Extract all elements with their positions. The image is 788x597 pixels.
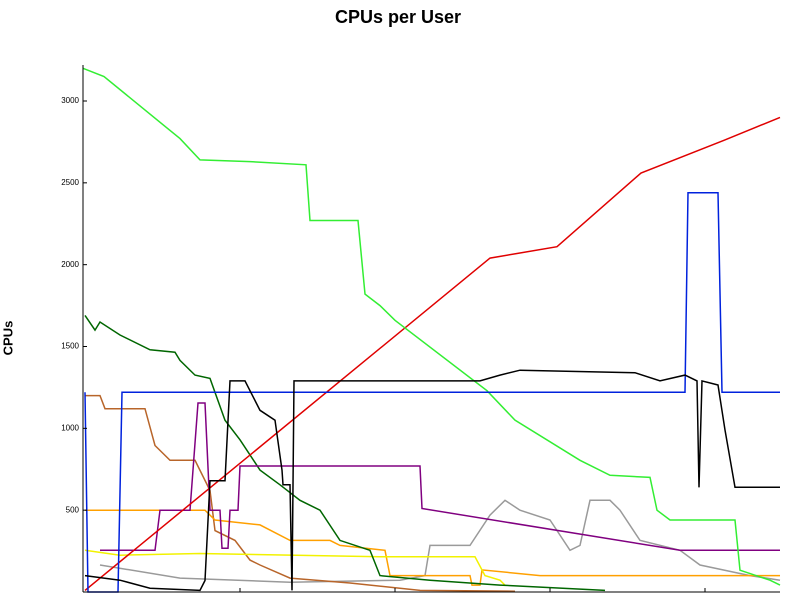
series-line xyxy=(84,116,781,591)
series-line xyxy=(82,67,781,586)
series-line xyxy=(85,394,516,592)
y-axis-label: CPUs xyxy=(0,321,15,356)
x-tick-marks xyxy=(239,588,706,592)
series-line xyxy=(85,509,780,586)
series-line xyxy=(84,369,780,592)
series-line xyxy=(84,314,606,592)
series-line xyxy=(99,499,781,583)
plot-area xyxy=(82,67,781,593)
y-tick-label: 2500 xyxy=(61,178,79,187)
series-line xyxy=(84,191,780,593)
y-tick-label: 3000 xyxy=(61,96,79,105)
series-line xyxy=(100,402,780,552)
y-tick-label: 2000 xyxy=(61,260,79,269)
y-tick-label: 500 xyxy=(66,505,80,514)
chart-title: CPUs per User xyxy=(335,7,461,27)
y-tick-label: 1000 xyxy=(61,423,79,432)
series-line xyxy=(84,549,506,586)
y-tick-label: 1500 xyxy=(61,342,79,351)
